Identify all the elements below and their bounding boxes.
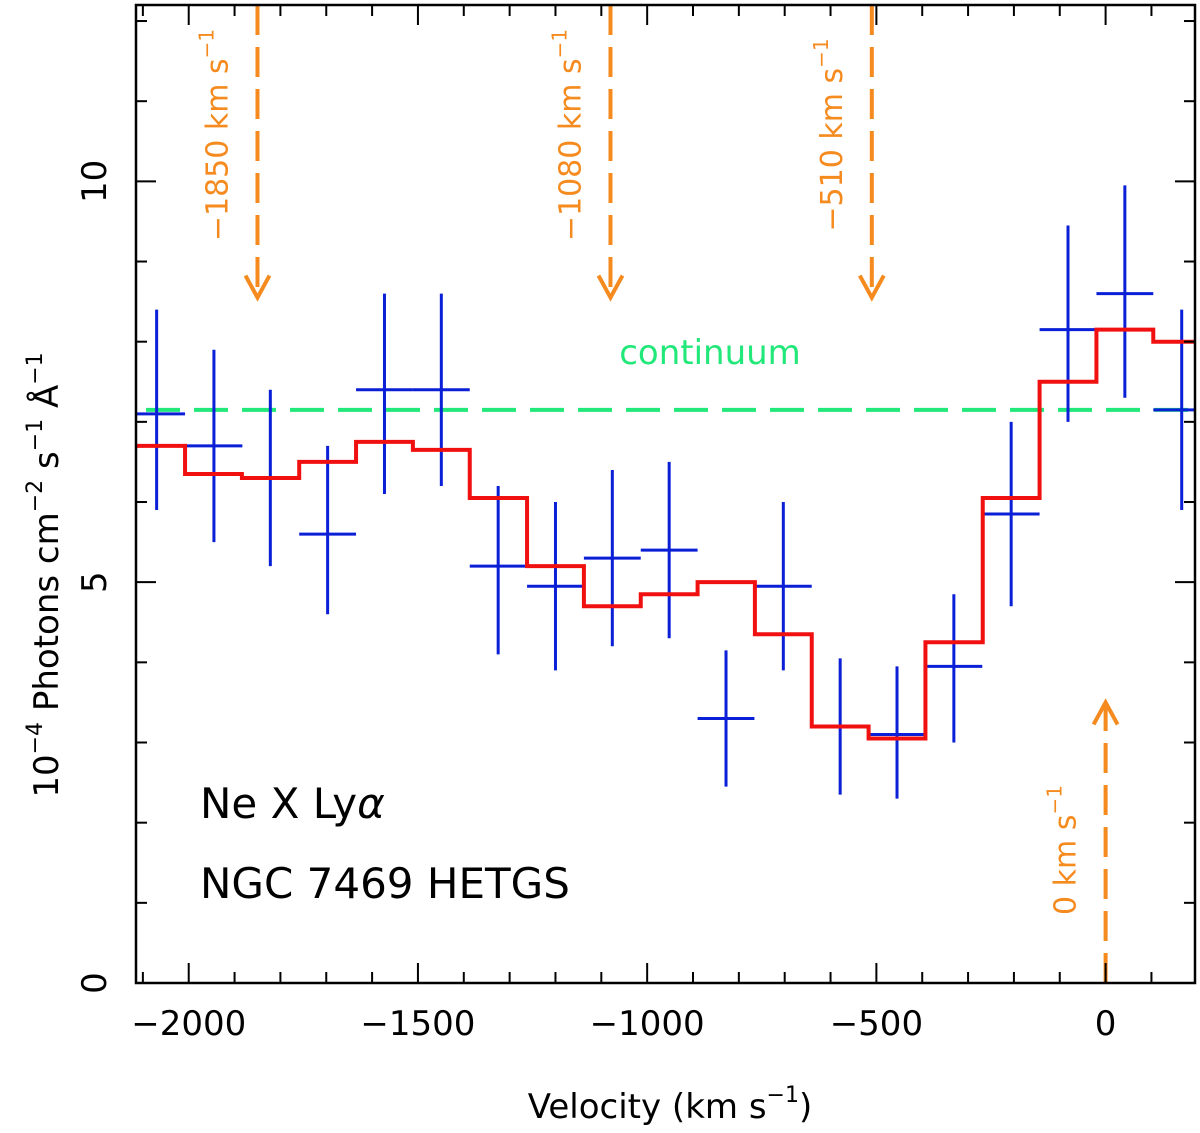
alpha-symbol: α: [357, 779, 385, 828]
x-tick-label: −500: [830, 1004, 923, 1044]
velocity-marker-arrowhead: [858, 274, 886, 302]
velocity-marker-label-text: −1080 km s: [553, 58, 588, 241]
velocity-marker-label-sup: −1: [547, 29, 571, 58]
velocity-marker-label-text: 0 km s: [1049, 815, 1084, 915]
velocity-marker-label-sup: −1: [194, 29, 218, 58]
x-axis-label-close: ): [799, 1087, 812, 1127]
model-step-curve: [136, 327, 1195, 741]
y-axis-label-part2: s: [27, 451, 67, 480]
y-axis-label-part1: Photons cm: [27, 512, 67, 722]
velocity-marker-label: −1080 km s−1: [547, 29, 588, 241]
x-tick-label: −2000: [131, 1004, 246, 1044]
velocity-marker-label-sup: −1: [809, 38, 833, 67]
x-axis-label: Velocity (km s−1): [528, 1083, 812, 1127]
velocity-marker-label-text: −1850 km s: [200, 58, 235, 241]
line-annotation-text: Ne X Ly: [200, 779, 357, 828]
y-axis-label-sup2: −2: [23, 480, 48, 512]
x-tick-label: 0: [1095, 1004, 1117, 1044]
x-axis-label-sup: −1: [767, 1083, 799, 1108]
y-axis-label: 10−4 Photons cm−2 s−1 Å−1: [23, 352, 67, 797]
velocity-marker-arrowhead: [596, 274, 625, 302]
continuum-label: continuum: [619, 333, 801, 373]
y-tick-label: 5: [75, 571, 115, 593]
velocity-marker-arrowhead: [243, 274, 272, 302]
velocity-marker-label: −1850 km s−1: [194, 29, 235, 241]
x-axis-label-text: Velocity (km s: [528, 1087, 767, 1127]
y-tick-label: 10: [75, 160, 115, 203]
y-axis-label-sup4: −1: [23, 352, 48, 384]
y-axis-label-prefix: 10: [27, 754, 67, 797]
source-annotation: NGC 7469 HETGS: [200, 859, 570, 908]
x-tick-label: −1000: [590, 1004, 705, 1044]
line-annotation: Ne X Lyα: [200, 779, 385, 828]
plot-frame: [134, 3, 1197, 985]
velocity-marker-label: −510 km s−1: [809, 38, 850, 231]
velocity-marker-label-text: −510 km s: [815, 68, 850, 232]
velocity-marker-label-sup: −1: [1043, 785, 1067, 814]
y-axis-label-sup1: −4: [23, 722, 48, 754]
velocity-marker-label: 0 km s−1: [1043, 785, 1084, 915]
y-tick-label: 0: [75, 972, 115, 994]
x-tick-label: −1500: [360, 1004, 475, 1044]
y-axis-label-part3: Å: [26, 385, 67, 419]
velocity-marker-arrowhead: [1091, 698, 1120, 726]
y-axis-label-sup3: −1: [23, 419, 48, 451]
